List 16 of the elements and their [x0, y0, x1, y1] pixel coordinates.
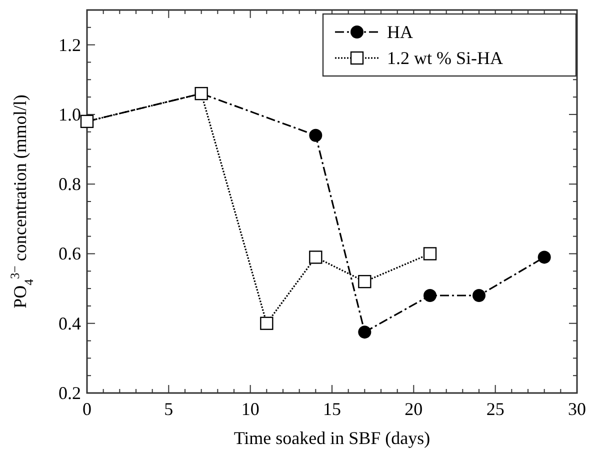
y-tick-label: 0.4	[58, 313, 81, 334]
x-axis-title: Time soaked in SBF (days)	[234, 428, 430, 448]
legend-label: HA	[387, 22, 413, 42]
x-tick-label: 10	[241, 399, 260, 419]
y-tick-label: 0.6	[58, 244, 81, 264]
y-tick-label: 0.2	[58, 383, 81, 403]
x-tick-label: 15	[323, 399, 341, 419]
x-tick-label: 0	[82, 399, 92, 419]
y-tick-label: 1.0	[58, 104, 81, 124]
x-tick-label: 20	[404, 399, 423, 419]
x-tick-label: 5	[164, 399, 174, 419]
x-tick-label: 30	[568, 399, 586, 419]
y-tick-label: 0.8	[58, 174, 81, 194]
legend-label: 1.2 wt % Si-HA	[387, 48, 503, 68]
y-tick-label: 1.2	[58, 34, 81, 55]
x-tick-label: 25	[486, 399, 504, 419]
